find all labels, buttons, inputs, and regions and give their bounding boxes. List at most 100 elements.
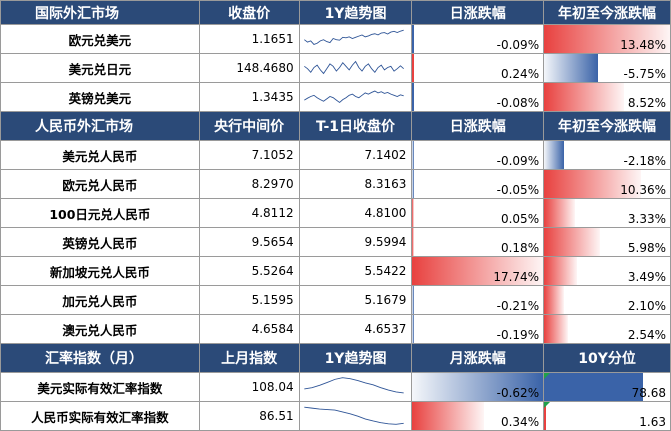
daily-change-cell: -0.05% — [411, 169, 545, 199]
header-row-index: 汇率指数（月） 上月指数 1Y趋势图 月涨跌幅 10Y分位 — [0, 343, 671, 373]
ytd-change-cell: 5.98% — [543, 227, 671, 257]
table-row: 澳元兑人民币 4.6584 4.6537 -0.19% 2.54% — [0, 314, 671, 344]
table-row: 人民币实际有效汇率指数 86.51 0.34% 1.63 — [0, 401, 671, 431]
header-ytd-change: 年初至今涨跌幅 — [543, 111, 671, 141]
ytd-change-bar — [544, 286, 564, 314]
trend-sparkline-cell — [298, 53, 413, 83]
daily-change-bar — [412, 257, 543, 285]
daily-change-cell: 0.05% — [411, 198, 545, 228]
ytd-change-cell: 13.48% — [543, 24, 671, 54]
daily-change-value: -0.09% — [496, 38, 540, 52]
ytd-change-value: -5.75% — [623, 67, 666, 81]
ytd-change-bar — [544, 257, 577, 285]
ytd-change-cell: -5.75% — [543, 53, 671, 83]
header-index: 汇率指数（月） — [0, 343, 200, 373]
percentile-10y-bar — [544, 373, 644, 401]
ytd-change-cell: 3.33% — [543, 198, 671, 228]
header-row-cny: 人民币外汇市场 央行中间价 T-1日收盘价 日涨跌幅 年初至今涨跌幅 — [0, 111, 671, 141]
daily-change-bar — [412, 170, 414, 198]
daily-change-value: -0.21% — [496, 299, 540, 313]
ytd-change-value: 3.49% — [627, 270, 666, 284]
daily-change-cell: 17.74% — [411, 256, 545, 286]
daily-change-value: -0.08% — [496, 96, 540, 110]
header-prev-close: T-1日收盘价 — [298, 111, 413, 141]
monthly-change-bar — [412, 402, 485, 430]
table-row: 欧元兑人民币 8.2970 8.3163 -0.05% 10.36% — [0, 169, 671, 199]
percentile-10y-value: 78.68 — [631, 386, 666, 400]
header-daily-change: 日涨跌幅 — [411, 111, 545, 141]
table-row: 英镑兑人民币 9.5654 9.5994 0.18% 5.98% — [0, 227, 671, 257]
prev-close: 5.1679 — [298, 285, 413, 315]
monthly-change-cell: -0.62% — [411, 372, 545, 402]
daily-change-value: 0.18% — [500, 241, 540, 255]
ytd-change-value: 8.52% — [627, 96, 666, 110]
ytd-change-value: 3.33% — [627, 212, 666, 226]
header-trend-1y: 1Y趋势图 — [298, 343, 413, 373]
table-row: 美元实际有效汇率指数 108.04 -0.62% 78.68 — [0, 372, 671, 402]
ytd-change-cell: 3.49% — [543, 256, 671, 286]
ytd-change-bar — [544, 141, 565, 169]
ytd-change-value: 5.98% — [627, 241, 666, 255]
header-central-parity: 央行中间价 — [198, 111, 300, 141]
ytd-change-cell: -2.18% — [543, 140, 671, 170]
header-last-month: 上月指数 — [198, 343, 300, 373]
table-row: 加元兑人民币 5.1595 5.1679 -0.21% 2.10% — [0, 285, 671, 315]
ytd-change-cell: 2.10% — [543, 285, 671, 315]
daily-change-cell: 0.18% — [411, 227, 545, 257]
pair-name: 美元兑日元 — [0, 53, 200, 83]
table-row: 100日元兑人民币 4.8112 4.8100 0.05% 3.33% — [0, 198, 671, 228]
pair-name: 100日元兑人民币 — [0, 198, 200, 228]
header-fx-market: 国际外汇市场 — [0, 0, 200, 25]
daily-change-bar — [412, 315, 414, 343]
trend-sparkline-cell — [298, 82, 413, 112]
percentile-10y-value: 1.63 — [639, 415, 666, 429]
ytd-change-value: 10.36% — [620, 183, 666, 197]
header-trend-1y: 1Y趋势图 — [298, 0, 413, 25]
prev-close: 4.8100 — [298, 198, 413, 228]
table-row: 英镑兑美元 1.3435 -0.08% 8.52% — [0, 82, 671, 112]
daily-change-cell: 0.24% — [411, 53, 545, 83]
close-price: 148.4680 — [198, 53, 300, 83]
trend-sparkline — [300, 402, 408, 430]
trend-sparkline — [300, 54, 408, 82]
daily-change-bar — [412, 199, 414, 227]
daily-change-cell: -0.08% — [411, 82, 545, 112]
ytd-change-value: 13.48% — [620, 38, 666, 52]
ytd-change-bar — [544, 199, 576, 227]
daily-change-value: 0.05% — [500, 212, 540, 226]
monthly-change-value: 0.34% — [500, 415, 540, 429]
ytd-change-value: -2.18% — [623, 154, 666, 168]
percentile-10y-cell: 78.68 — [543, 372, 671, 402]
header-monthly-change: 月涨跌幅 — [411, 343, 545, 373]
central-parity: 4.8112 — [198, 198, 300, 228]
trend-sparkline-cell — [298, 372, 413, 402]
ytd-change-cell: 2.54% — [543, 314, 671, 344]
monthly-change-bar — [412, 373, 543, 401]
central-parity: 4.6584 — [198, 314, 300, 344]
trend-sparkline-cell — [298, 401, 413, 431]
trend-sparkline — [300, 25, 408, 53]
flag-marker-icon — [544, 402, 551, 408]
central-parity: 9.5654 — [198, 227, 300, 257]
ytd-change-cell: 10.36% — [543, 169, 671, 199]
sparkline-path — [304, 30, 403, 44]
ytd-change-bar — [544, 83, 624, 111]
prev-close: 8.3163 — [298, 169, 413, 199]
pair-name: 英镑兑美元 — [0, 82, 200, 112]
table-row: 美元兑日元 148.4680 0.24% -5.75% — [0, 53, 671, 83]
daily-change-bar — [412, 83, 414, 111]
daily-change-bar — [412, 228, 414, 256]
trend-sparkline — [300, 83, 408, 111]
close-price: 1.3435 — [198, 82, 300, 112]
header-daily-change: 日涨跌幅 — [411, 0, 545, 25]
central-parity: 8.2970 — [198, 169, 300, 199]
daily-change-cell: -0.09% — [411, 140, 545, 170]
daily-change-value: 17.74% — [493, 270, 540, 284]
prev-close: 9.5994 — [298, 227, 413, 257]
trend-sparkline-cell — [298, 24, 413, 54]
pair-name: 欧元兑人民币 — [0, 169, 200, 199]
flag-marker-icon — [544, 373, 551, 379]
ytd-change-bar — [544, 315, 568, 343]
header-row-fx: 国际外汇市场 收盘价 1Y趋势图 日涨跌幅 年初至今涨跌幅 — [0, 0, 671, 25]
